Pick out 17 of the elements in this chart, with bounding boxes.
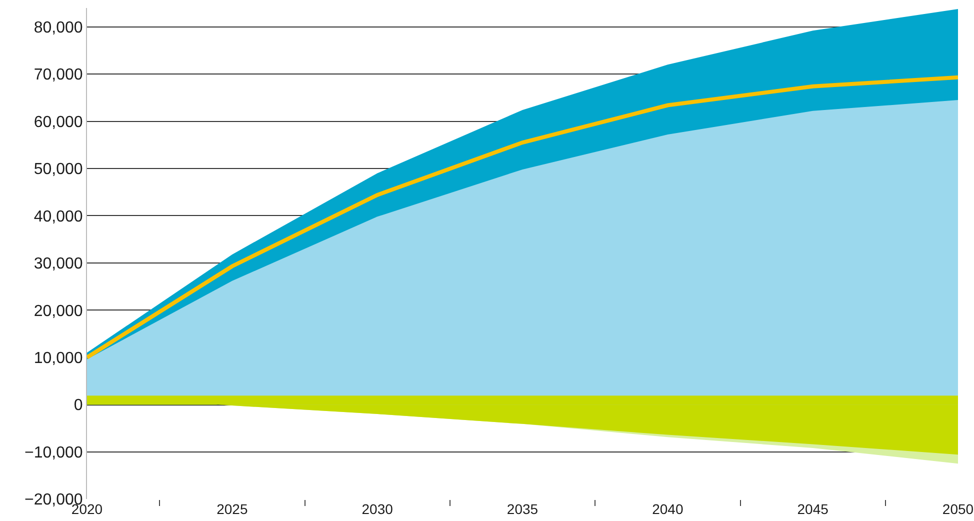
y-tick-label: 80,000	[34, 19, 83, 36]
y-tick-label: 10,000	[34, 350, 83, 367]
y-tick-label: 20,000	[34, 302, 83, 320]
y-tick-label: 30,000	[34, 256, 83, 273]
x-tick-label: 2040	[652, 501, 684, 517]
y-tick-label: −10,000	[24, 444, 83, 462]
line-series	[87, 75, 958, 360]
x-tick-label: 2045	[797, 501, 829, 517]
y-tick-label: 50,000	[34, 161, 83, 178]
y-tick-label: 0	[74, 397, 83, 414]
y-tick-label: 40,000	[34, 208, 83, 226]
x-tick-label: 2025	[216, 501, 248, 517]
y-tick-label: 60,000	[34, 114, 83, 131]
y-tick-label: 70,000	[34, 66, 83, 84]
x-tick-label: 2030	[362, 501, 394, 517]
x-tick-label: 2035	[506, 501, 538, 517]
x-tick-label: 2050	[942, 501, 974, 517]
